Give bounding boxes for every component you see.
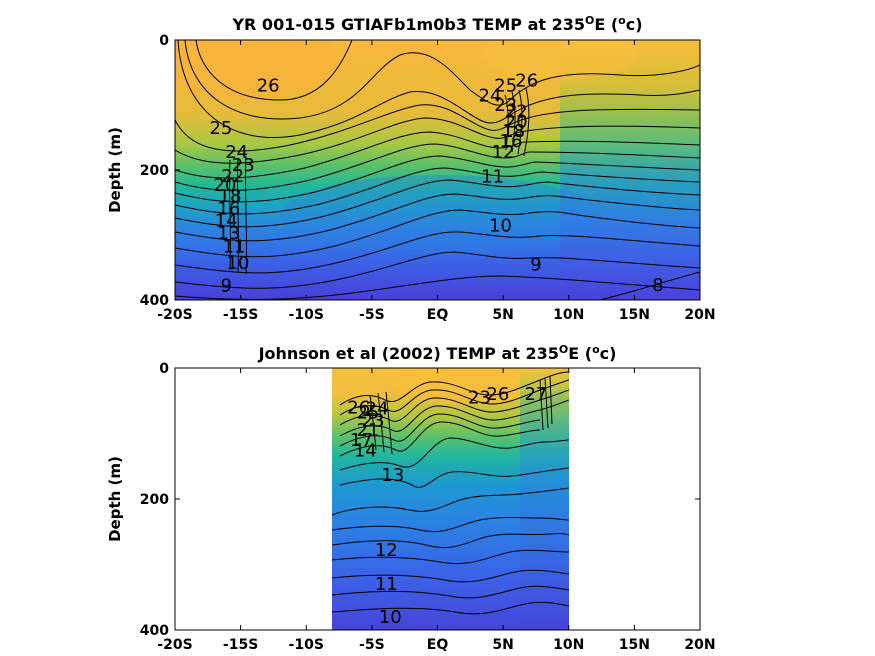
contour-label: 23	[468, 387, 491, 408]
contour-label: 11	[223, 237, 246, 258]
x-tick-label: EQ	[427, 307, 449, 323]
x-tick-label: -15S	[223, 307, 258, 323]
x-tick-label: EQ	[427, 637, 449, 653]
top-chart-title: YR 001-015 GTIAFb1m0b3 TEMP at 235OE (oc…	[231, 14, 642, 34]
x-tick-label: 20N	[684, 637, 715, 653]
top-contour-labels: 2625242322201816141311109262524232220181…	[209, 70, 663, 296]
bottom-axis-ticks: -20S -15S -10S -5S EQ 5N 10N 15N 20N 0 200 400	[140, 361, 716, 653]
contour-label: 24	[366, 399, 389, 420]
contour-label: 13	[381, 465, 404, 486]
y-tick-label: 0	[159, 33, 169, 49]
contour-label: 22	[505, 102, 528, 123]
contour-label: 23	[362, 410, 385, 431]
contour-label: 20	[505, 111, 528, 132]
y-tick-label: 0	[159, 361, 169, 377]
contour-label: 11	[375, 574, 398, 595]
contour-label: 26	[347, 397, 370, 418]
contour-label: 16	[217, 198, 240, 219]
contour-label: 14	[215, 211, 238, 232]
top-y-axis-label: Depth (m)	[106, 127, 124, 213]
x-tick-label: -20S	[157, 637, 192, 653]
y-tick-label: 400	[140, 623, 169, 639]
bottom-y-axis-label: Depth (m)	[106, 456, 124, 542]
contour-label: 24	[479, 85, 502, 106]
x-tick-label: -15S	[223, 637, 258, 653]
top-panel: 2625242322201816141311109262524232220181…	[106, 14, 716, 323]
contour-label: 17	[350, 430, 373, 451]
x-tick-label: 20N	[684, 307, 715, 323]
contour-label: 16	[500, 131, 523, 152]
contour-label: 25	[494, 76, 517, 97]
x-tick-label: 10N	[553, 637, 584, 653]
x-tick-label: 5N	[492, 637, 513, 653]
x-tick-label: -5S	[359, 637, 385, 653]
contour-label: 26	[257, 76, 280, 97]
contour-label: 26	[486, 384, 509, 405]
contour-label: 11	[481, 167, 504, 188]
contour-label: 25	[356, 403, 379, 424]
x-tick-label: 15N	[619, 307, 650, 323]
bottom-contour-lines	[332, 371, 569, 615]
x-tick-label: 5N	[492, 307, 513, 323]
top-contour-lines	[175, 40, 700, 300]
x-tick-label: 15N	[619, 637, 650, 653]
contour-label: 22	[221, 166, 244, 187]
contour-label: 26	[515, 70, 538, 91]
y-tick-label: 400	[140, 293, 169, 309]
contour-label: 13	[217, 223, 240, 244]
contour-label: 25	[209, 118, 232, 139]
contour-label: 14	[354, 441, 377, 462]
contour-label: 8	[652, 275, 663, 296]
contour-label: 10	[489, 215, 512, 236]
contour-label: 24	[225, 142, 248, 163]
bottom-chart-title: Johnson et al (2002) TEMP at 235OE (oc)	[258, 343, 617, 363]
contour-label: 18	[502, 121, 525, 142]
y-tick-label: 200	[140, 163, 169, 179]
x-tick-label: -10S	[289, 307, 324, 323]
contour-label: 27	[524, 384, 547, 405]
contour-label: 9	[220, 276, 231, 297]
contour-label: 10	[227, 253, 250, 274]
x-tick-label: -5S	[359, 307, 385, 323]
x-tick-label: 10N	[553, 307, 584, 323]
contour-label: 12	[492, 142, 515, 163]
y-tick-label: 200	[140, 492, 169, 508]
contour-label: 12	[375, 540, 398, 561]
contour-label: 18	[219, 186, 242, 207]
contour-label: 9	[530, 254, 541, 275]
top-axis-ticks: -20S -15S -10S -5S EQ 5N 10N 15N 20N 0 200 400	[140, 33, 716, 323]
x-tick-label: -10S	[289, 637, 324, 653]
contour-label: 23	[232, 155, 255, 176]
x-tick-label: -20S	[157, 307, 192, 323]
contour-label: 23	[494, 95, 517, 116]
contour-label: 21	[356, 420, 379, 441]
contour-label: 10	[379, 607, 402, 628]
contour-label: 20	[213, 175, 236, 196]
